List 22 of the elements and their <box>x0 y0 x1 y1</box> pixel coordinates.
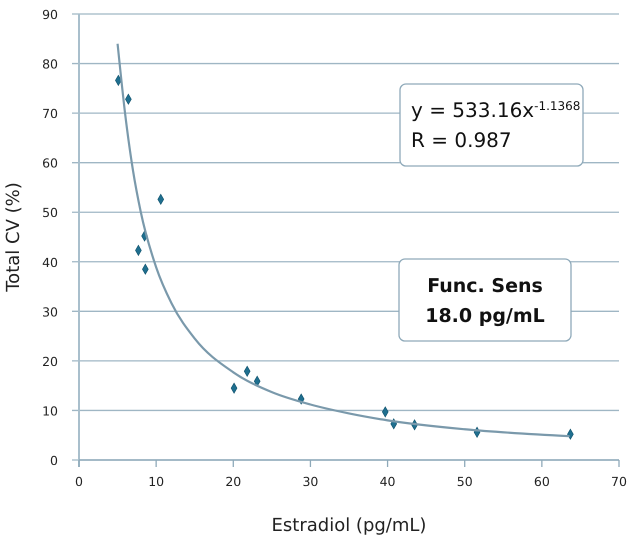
y-tick-label: 10 <box>42 403 58 418</box>
x-tick-label: 70 <box>611 474 627 489</box>
y-tick-label: 40 <box>42 254 58 270</box>
y-axis-title: Total CV (%) <box>3 182 24 293</box>
y-tick-label: 0 <box>50 453 58 468</box>
x-tick-label: 60 <box>534 474 550 489</box>
y-tick-label: 30 <box>42 304 58 320</box>
text: y = 533.16x$^{-1.1368}$ R = 0.987 <box>411 98 580 152</box>
x-tick-label: 50 <box>456 474 473 489</box>
y-tick-label: 60 <box>42 156 58 171</box>
y-tick-label: 70 <box>42 106 58 122</box>
y-tick-label: 80 <box>42 56 58 72</box>
annotation: Func. Sens 18.0 pg/mL <box>425 275 545 327</box>
x-axis-title: Estradiol (pg/mL) <box>272 515 426 536</box>
x-tick-label: 10 <box>148 474 164 489</box>
y-tick-label: 90 <box>42 7 58 22</box>
x-tick-label: 20 <box>225 474 242 489</box>
y-tick-label: 50 <box>42 205 58 220</box>
x-tick-label: 40 <box>380 474 396 489</box>
y-tick-label: 20 <box>42 354 58 369</box>
x-tick-label: 0 <box>75 474 84 489</box>
x-tick-label: 30 <box>302 474 318 489</box>
